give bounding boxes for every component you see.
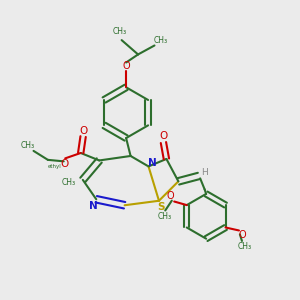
Text: CH₃: CH₃ [158,212,172,221]
Text: O: O [239,230,246,240]
Text: CH₃: CH₃ [61,178,76,187]
Text: ethyl: ethyl [47,164,61,169]
Text: O: O [61,159,69,169]
Text: CH₃: CH₃ [154,36,168,45]
Text: CH₃: CH₃ [20,141,34,150]
Text: O: O [167,191,174,201]
Text: O: O [122,61,130,71]
Text: O: O [80,126,88,136]
Text: O: O [159,131,168,141]
Text: N: N [148,158,157,168]
Text: CH₃: CH₃ [238,242,252,251]
Text: H: H [201,169,207,178]
Text: N: N [89,201,98,211]
Text: CH₃: CH₃ [113,27,127,36]
Text: S: S [158,202,165,212]
